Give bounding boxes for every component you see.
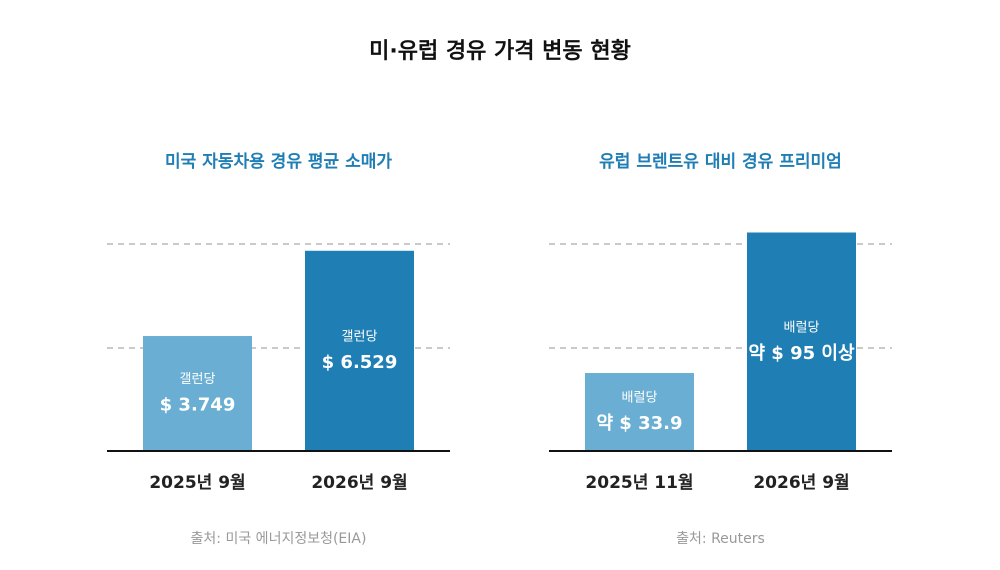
x-tick-label: 2025년 9월: [149, 473, 245, 493]
page-title: 미·유럽 경유 가격 변동 현황: [369, 39, 631, 64]
source-note: 출처: Reuters: [676, 531, 765, 547]
unit-label: 갤런당: [342, 329, 378, 344]
source-note: 출처: 미국 에너지정보청(EIA): [191, 531, 367, 547]
x-tick-label: 2026년 9월: [753, 473, 849, 493]
value-label: $ 3.749: [160, 395, 236, 416]
value-label: 약 $ 33.9: [596, 412, 682, 434]
bar: [143, 336, 252, 451]
value-label: $ 6.529: [322, 352, 398, 373]
unit-label: 배럴당: [622, 391, 658, 406]
x-tick-label: 2025년 11월: [585, 473, 693, 493]
bar: [305, 250, 414, 451]
bar: [585, 373, 694, 451]
unit-label: 배럴당: [784, 320, 820, 335]
unit-label: 갤런당: [180, 372, 216, 387]
x-tick-label: 2026년 9월: [311, 473, 407, 493]
chart-title: 유럽 브렌트유 대비 경유 프리미엄: [599, 152, 842, 172]
bar: [747, 232, 856, 451]
chart-title: 미국 자동차용 경유 평균 소매가: [165, 152, 392, 172]
value-label: 약 $ 95 이상: [748, 342, 854, 364]
